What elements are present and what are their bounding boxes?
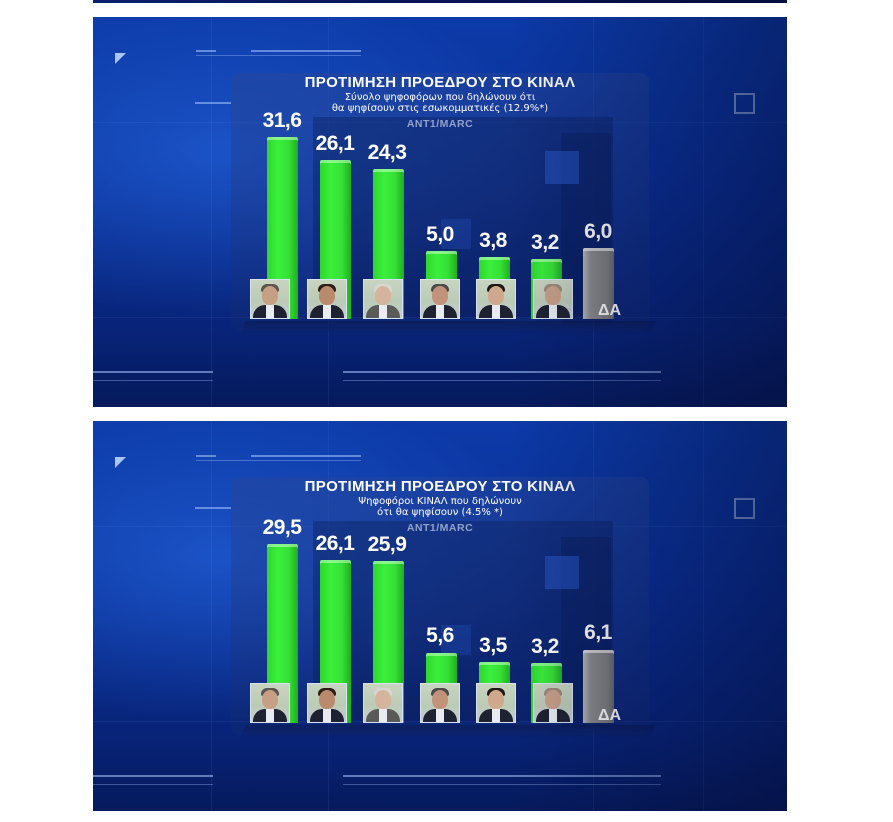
deco-line [93, 784, 213, 785]
deco-line [343, 784, 661, 785]
deco-block [545, 151, 579, 184]
deco-line [196, 455, 216, 457]
value-label: 6,0 [584, 220, 612, 243]
grid-line [593, 421, 594, 811]
deco-block [441, 625, 471, 655]
chart-floor [240, 321, 656, 335]
grid-line [703, 17, 704, 407]
candidate-photo-3 [363, 683, 403, 723]
deco-line [343, 775, 661, 777]
bar-undecided [583, 248, 614, 319]
deco-line [196, 50, 216, 52]
chart-source: ANT1/MARC [406, 118, 474, 130]
candidate-photo-5 [476, 683, 516, 723]
poll-panel-kinal-voters: ΠΡΟΤΙΜΗΣΗ ΠΡΟΕΔΡΟΥ ΣΤΟ ΚΙΝΑΛ Ψηφοφόροι Κ… [93, 421, 787, 811]
deco-line [93, 775, 213, 777]
candidate-photo-6 [533, 683, 573, 723]
value-label: 25,9 [367, 533, 407, 556]
grid-line [211, 17, 212, 407]
chart-title: ΠΡΟΤΙΜΗΣΗ ΠΡΟΕΔΡΟΥ ΣΤΟ ΚΙΝΑΛ [304, 74, 576, 91]
candidate-photo-1 [250, 279, 290, 319]
deco-line [343, 371, 661, 373]
candidate-photo-4 [420, 683, 460, 723]
grid-line [93, 122, 787, 123]
value-label: 26,1 [315, 532, 355, 555]
candidate-photo-4 [420, 279, 460, 319]
deco-line [195, 102, 231, 104]
chart-subtitle-line2: ότι θα ψηφίσουν (4.5% *) [377, 507, 503, 518]
corner-triangle-icon [115, 457, 126, 468]
undecided-label: ΔΑ [598, 707, 622, 724]
chart-subtitle-line1: Σύνολο ψηφοφόρων που δηλώνουν ότι [344, 92, 536, 103]
value-label: 3,8 [479, 229, 507, 252]
deco-block [441, 219, 471, 249]
corner-triangle-icon [115, 53, 126, 64]
candidate-photo-2 [307, 683, 347, 723]
chart-subtitle-line1: Ψηφοφόροι ΚΙΝΑΛ που δηλώνουν [358, 496, 522, 507]
deco-line [251, 455, 361, 457]
poll-panel-all-voters: ΠΡΟΤΙΜΗΣΗ ΠΡΟΕΔΡΟΥ ΣΤΟ ΚΙΝΑΛ Σύνολο ψηφο… [93, 17, 787, 407]
chart-source: ANT1/MARC [406, 522, 474, 534]
chart-title: ΠΡΟΤΙΜΗΣΗ ΠΡΟΕΔΡΟΥ ΣΤΟ ΚΙΝΑΛ [304, 478, 576, 495]
candidate-photo-2 [307, 279, 347, 319]
grid-line [211, 421, 212, 811]
value-label: 24,3 [367, 141, 407, 164]
value-label: 3,5 [479, 634, 507, 657]
undecided-label: ΔΑ [598, 302, 622, 319]
square-outline-icon [734, 93, 755, 114]
grid-line [93, 526, 787, 527]
chart-subtitle-line2: θα ψηφίσουν στις εσωκομματικές (12.9%*) [331, 103, 549, 114]
deco-line [196, 460, 361, 461]
deco-line [93, 371, 213, 373]
candidate-photo-5 [476, 279, 516, 319]
value-label: 29,5 [262, 516, 302, 539]
chart-floor [240, 725, 656, 739]
grid-line [593, 17, 594, 407]
top-edge-strip [93, 0, 787, 3]
value-label: 26,1 [315, 132, 355, 155]
deco-line [195, 507, 231, 509]
value-label: 6,1 [584, 621, 612, 644]
deco-line [93, 380, 213, 381]
value-label: 5,6 [426, 624, 454, 647]
candidate-photo-1 [250, 683, 290, 723]
value-label: 31,6 [262, 109, 302, 132]
value-label: 3,2 [531, 635, 559, 658]
value-label: 5,0 [426, 223, 454, 246]
deco-line [196, 55, 361, 56]
grid-line [703, 421, 704, 811]
deco-line [251, 50, 361, 52]
value-label: 3,2 [531, 231, 559, 254]
square-outline-icon [734, 498, 755, 519]
candidate-photo-6 [533, 279, 573, 319]
deco-line [343, 380, 661, 381]
deco-block [545, 556, 579, 589]
candidate-photo-3 [363, 279, 403, 319]
bar-undecided [583, 650, 614, 723]
